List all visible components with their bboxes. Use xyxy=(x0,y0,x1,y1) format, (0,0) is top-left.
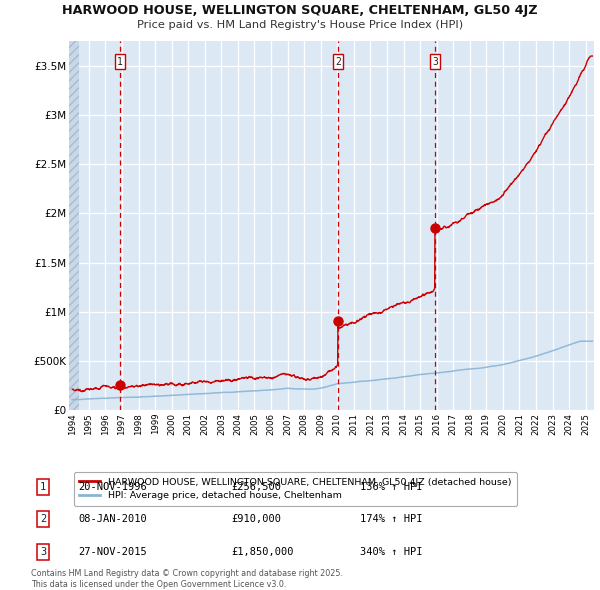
Text: Contains HM Land Registry data © Crown copyright and database right 2025.
This d: Contains HM Land Registry data © Crown c… xyxy=(31,569,343,589)
Text: 174% ↑ HPI: 174% ↑ HPI xyxy=(360,514,422,524)
Text: HARWOOD HOUSE, WELLINGTON SQUARE, CHELTENHAM, GL50 4JZ: HARWOOD HOUSE, WELLINGTON SQUARE, CHELTE… xyxy=(62,4,538,17)
Text: 1: 1 xyxy=(40,482,46,491)
Text: 2: 2 xyxy=(40,514,46,524)
Text: 2: 2 xyxy=(335,57,341,67)
Text: 20-NOV-1996: 20-NOV-1996 xyxy=(78,482,147,491)
Text: 27-NOV-2015: 27-NOV-2015 xyxy=(78,547,147,556)
Text: 3: 3 xyxy=(40,547,46,556)
Text: £910,000: £910,000 xyxy=(231,514,281,524)
Text: 08-JAN-2010: 08-JAN-2010 xyxy=(78,514,147,524)
Text: 3: 3 xyxy=(432,57,438,67)
Text: 1: 1 xyxy=(117,57,123,67)
Text: £256,500: £256,500 xyxy=(231,482,281,491)
Text: 340% ↑ HPI: 340% ↑ HPI xyxy=(360,547,422,556)
Bar xyxy=(69,41,79,410)
Text: 136% ↑ HPI: 136% ↑ HPI xyxy=(360,482,422,491)
Legend: HARWOOD HOUSE, WELLINGTON SQUARE, CHELTENHAM, GL50 4JZ (detached house), HPI: Av: HARWOOD HOUSE, WELLINGTON SQUARE, CHELTE… xyxy=(74,472,517,506)
Text: £1,850,000: £1,850,000 xyxy=(231,547,293,556)
Text: Price paid vs. HM Land Registry's House Price Index (HPI): Price paid vs. HM Land Registry's House … xyxy=(137,20,463,30)
